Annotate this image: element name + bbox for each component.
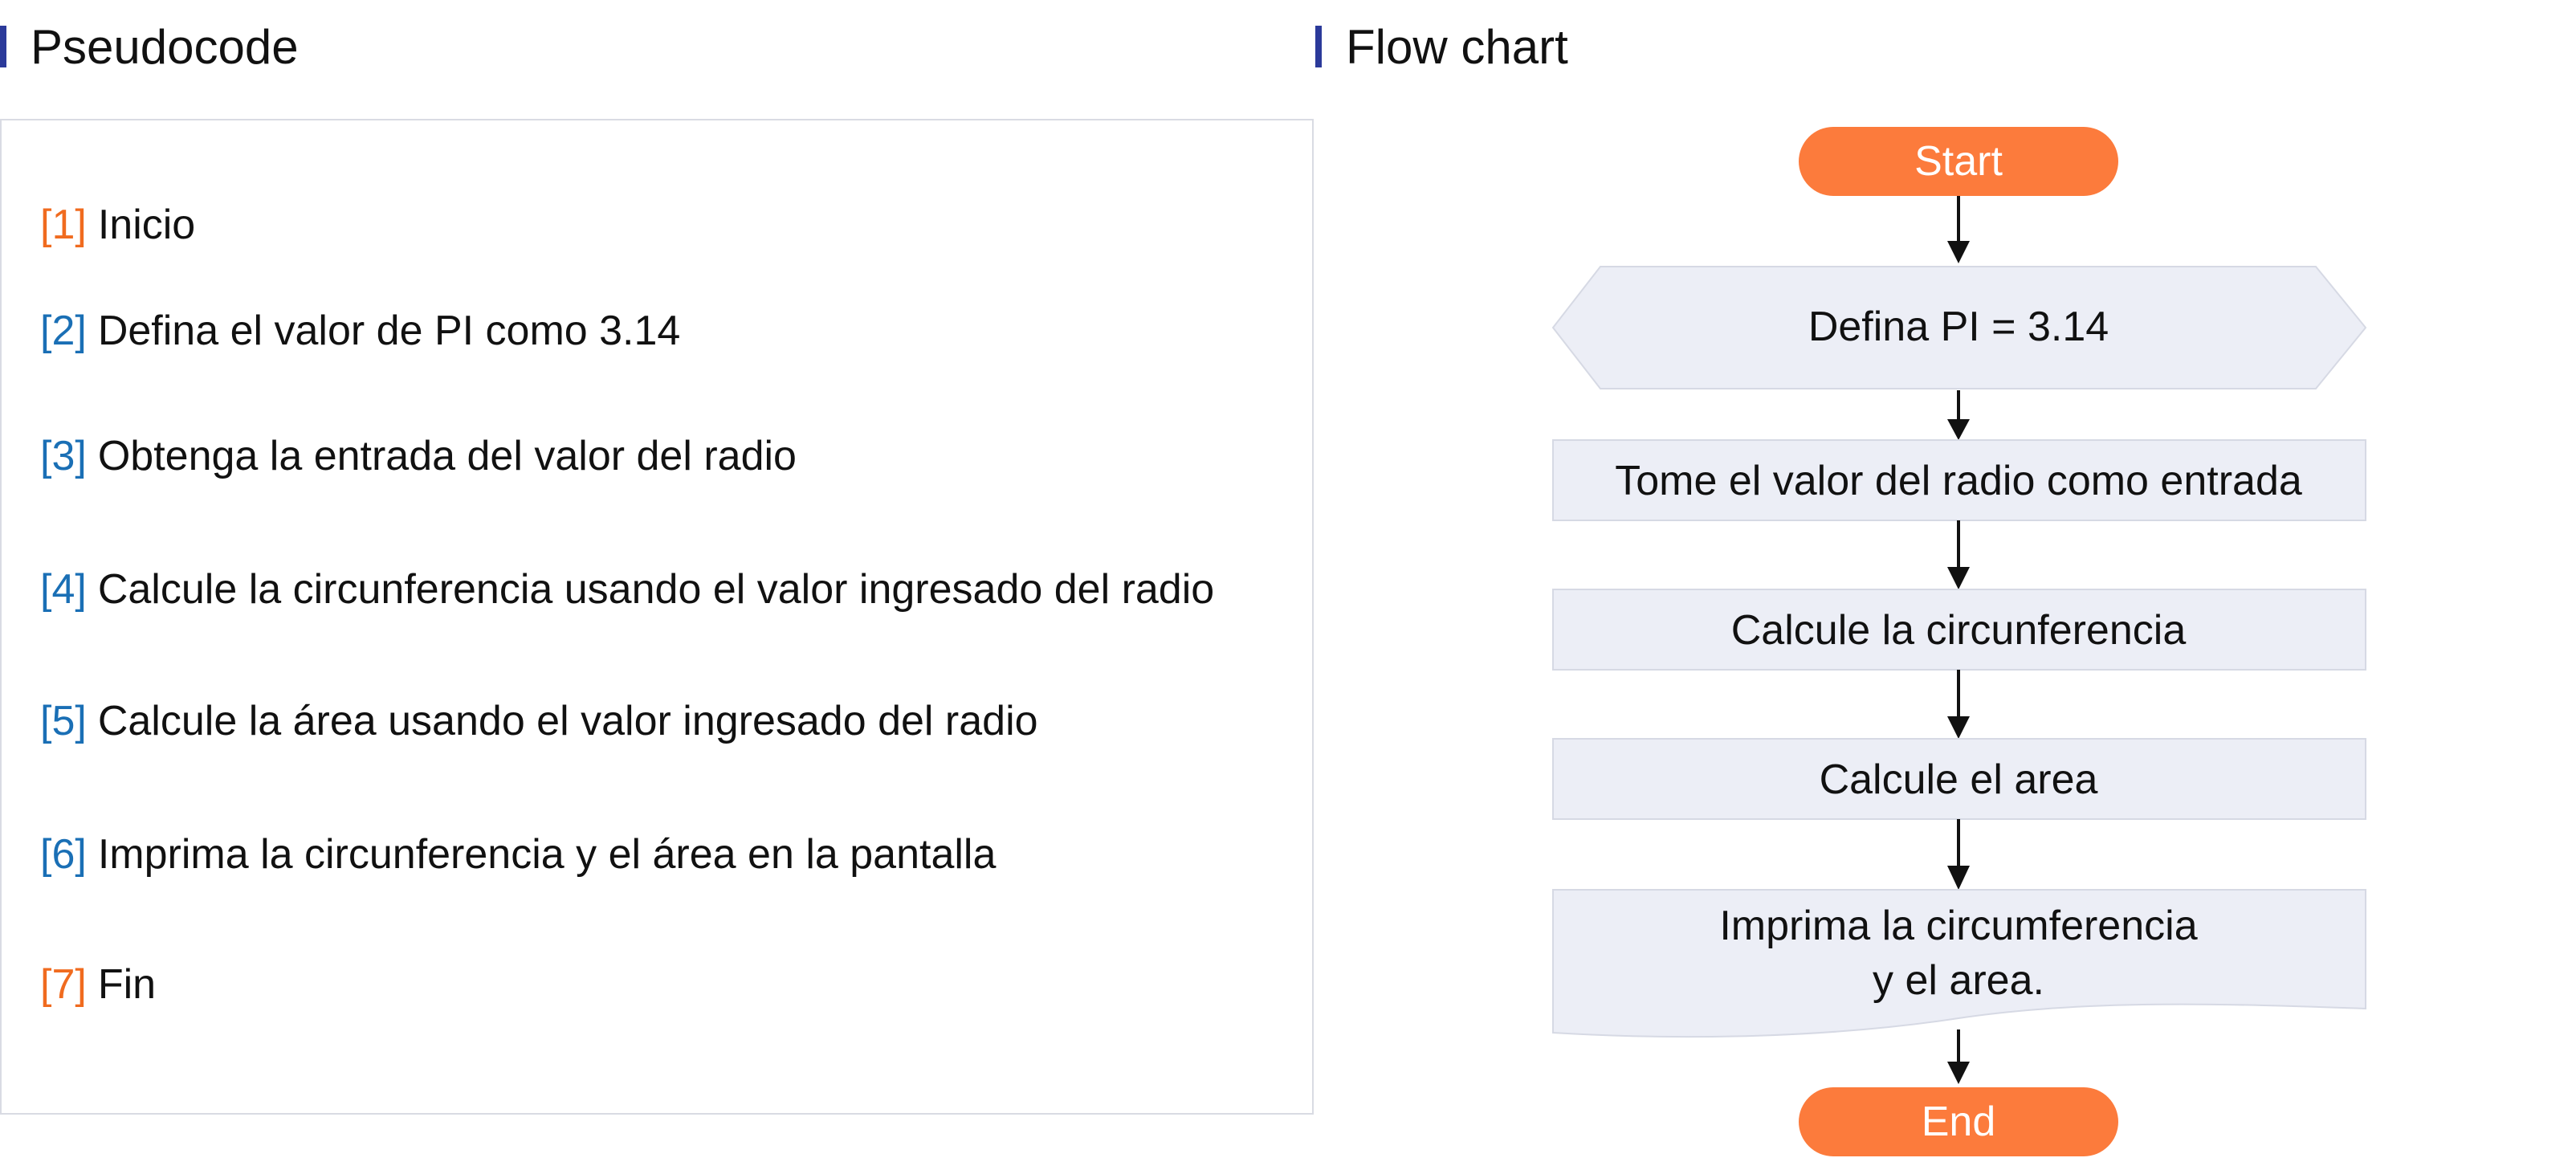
step-number: [5]	[40, 698, 87, 744]
pseudocode-header: Pseudocode	[0, 14, 299, 79]
pseudocode-box: [1] Inicio [2] Defina el valor de PI como …	[0, 119, 1314, 1115]
step-text: Fin	[97, 961, 157, 1008]
arrow-start-define	[1947, 196, 1970, 263]
step-number: [1]	[40, 202, 87, 248]
start-label: Start	[1914, 138, 2003, 185]
step-text: Calcule la área usando el valor ingresad…	[97, 698, 1038, 744]
accent-bar	[1315, 26, 1322, 67]
print-output-label-line2: y el area.	[1873, 957, 2044, 1004]
step-text: Inicio	[97, 202, 196, 248]
step-number: [6]	[40, 831, 87, 878]
calc-area-label: Calcule el area	[1820, 756, 2098, 803]
flowchart-title: Flow chart	[1346, 19, 1568, 74]
pseudo-step-5: [5] Calcule la área usando el valor ingre…	[40, 697, 1038, 745]
pseudo-step-4: [4] Calcule la circunferencia usando el v…	[40, 565, 1214, 614]
input-radius-label: Tome el valor del radio como entrada	[1615, 458, 2302, 504]
step-number: [2]	[40, 308, 87, 354]
pseudo-step-7: [7] Fin	[40, 960, 156, 1009]
arrow-area-print	[1947, 819, 1970, 890]
arrow-print-end	[1947, 1029, 1970, 1084]
end-label: End	[1922, 1099, 1996, 1145]
define-pi-node: Defina PI = 3.14	[1551, 266, 2367, 389]
pseudo-step-2: [2] Defina el valor de PI como 3.14	[40, 307, 680, 355]
arrow-circ-area	[1947, 670, 1970, 739]
arrow-define-input	[1947, 390, 1970, 440]
pseudo-step-6: [6] Imprima la circunferencia y el área e…	[40, 830, 996, 879]
pseudo-step-3: [3] Obtenga la entrada del valor del radi…	[40, 432, 797, 480]
step-number: [4]	[40, 566, 87, 613]
print-output-node: Imprima la circumferencia y el area.	[1552, 889, 2366, 1038]
arrow-input-circ	[1947, 520, 1970, 589]
step-text: Obtenga la entrada del valor del radio	[97, 433, 797, 479]
step-text: Calcule la circunferencia usando el valo…	[97, 566, 1215, 613]
step-number: [7]	[40, 961, 87, 1008]
flowchart-header: Flow chart	[1315, 14, 1568, 79]
calc-circumference-node: Calcule la circunferencia	[1552, 589, 2366, 671]
calc-area-node: Calcule el area	[1552, 738, 2366, 820]
step-number: [3]	[40, 433, 87, 479]
step-text: Defina el valor de PI como 3.14	[97, 308, 681, 354]
pseudo-step-1: [1] Inicio	[40, 201, 195, 249]
print-output-label-line1: Imprima la circumferencia	[1719, 903, 2197, 949]
input-radius-node: Tome el valor del radio como entrada	[1552, 439, 2366, 521]
end-terminal: End	[1799, 1087, 2118, 1156]
pseudocode-title: Pseudocode	[31, 19, 299, 74]
define-pi-label: Defina PI = 3.14	[1808, 304, 2109, 350]
start-terminal: Start	[1799, 127, 2118, 196]
step-text: Imprima la circunferencia y el área en l…	[97, 831, 997, 878]
calc-circumference-label: Calcule la circunferencia	[1731, 607, 2187, 654]
accent-bar	[0, 26, 6, 67]
